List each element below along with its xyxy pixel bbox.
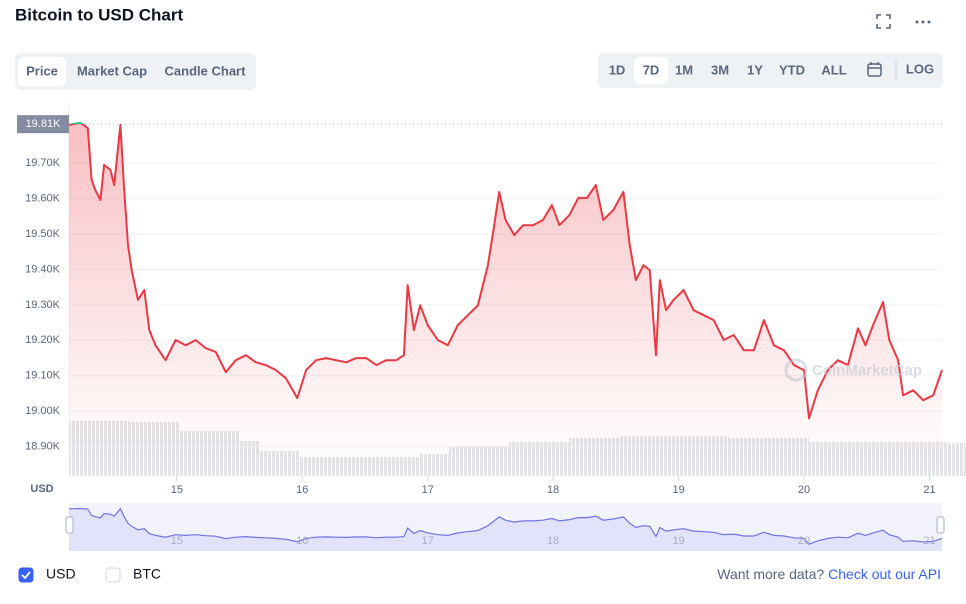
- y-tick-label: 19.70K: [25, 157, 61, 169]
- x-tick-label: 18: [547, 484, 559, 496]
- range-tab[interactable]: 7D: [643, 62, 660, 77]
- navigator-line: [68, 507, 943, 545]
- range-tab[interactable]: 3M: [711, 62, 729, 77]
- range-tab[interactable]: ALL: [821, 62, 846, 77]
- y-tick-label: 18.90K: [25, 441, 61, 453]
- navigator-tick-label: 15: [171, 535, 183, 547]
- chart-tabs: [15, 53, 256, 90]
- y-tick-label: 19.60K: [25, 192, 61, 204]
- navigator-handle[interactable]: [936, 516, 945, 534]
- chart-tab[interactable]: Market Cap: [77, 63, 147, 78]
- x-tick-label: 17: [422, 484, 434, 496]
- x-tick-label: 19: [672, 484, 684, 496]
- chart-tab[interactable]: Price: [26, 63, 58, 78]
- navigator-handle[interactable]: [65, 516, 74, 534]
- toggle-label[interactable]: BTC: [133, 566, 161, 582]
- footer-prompt: Want more data?: [717, 566, 824, 582]
- navigator-tick-label: 17: [422, 535, 434, 547]
- range-tab[interactable]: 1Y: [747, 62, 763, 77]
- calendar-icon[interactable]: [867, 62, 882, 77]
- watermark-logo: [784, 358, 808, 382]
- more-icon[interactable]: [915, 20, 931, 24]
- y-tick-label: 19.40K: [25, 263, 61, 275]
- price-area: [69, 122, 942, 476]
- y-tick-label: 19.50K: [25, 228, 61, 240]
- navigator-tick-label: 16: [296, 535, 308, 547]
- navigator-tick-label: 19: [672, 535, 684, 547]
- range-tab[interactable]: 1D: [609, 62, 626, 77]
- active-tab: [18, 57, 66, 86]
- navigator-area: [69, 508, 942, 551]
- checkbox[interactable]: [18, 567, 34, 583]
- checkmark: [21, 571, 31, 580]
- checkbox[interactable]: [105, 567, 121, 583]
- x-tick-label: 15: [171, 484, 183, 496]
- toggle-label[interactable]: USD: [46, 566, 76, 582]
- navigator-tick-label: 20: [798, 535, 810, 547]
- footer-text: Want more data? Check out our API: [717, 566, 941, 582]
- range-tab[interactable]: 1M: [675, 62, 693, 77]
- range-tabs: [598, 53, 943, 88]
- active-tab: [634, 57, 668, 84]
- watermark: CoinMarketCap: [812, 362, 922, 379]
- x-tick-label: 20: [798, 484, 810, 496]
- chart-tab[interactable]: Candle Chart: [165, 63, 247, 78]
- api-link[interactable]: Check out our API: [828, 566, 941, 582]
- price-label: 19.81K: [26, 118, 62, 130]
- log-button[interactable]: LOG: [906, 61, 934, 76]
- price-label-box: [17, 115, 69, 134]
- y-tick-label: 19.20K: [25, 334, 61, 346]
- x-tick-label: 16: [296, 484, 308, 496]
- x-tick-label: 21: [923, 484, 935, 496]
- navigator-tick-label: 18: [547, 535, 559, 547]
- title: Bitcoin to USD Chart: [15, 5, 183, 24]
- y-tick-label: 19.30K: [25, 299, 61, 311]
- y-axis-unit: USD: [30, 483, 53, 495]
- y-tick-label: 19.00K: [25, 405, 61, 417]
- range-tab[interactable]: YTD: [779, 62, 805, 77]
- navigator-tick-label: 21: [923, 535, 935, 547]
- y-tick-label: 19.10K: [25, 370, 61, 382]
- fullscreen-icon[interactable]: [876, 14, 891, 29]
